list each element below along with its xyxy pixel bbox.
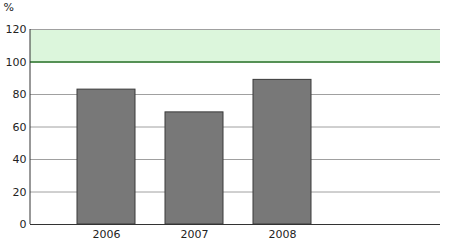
svg-text:2007: 2007 — [181, 228, 209, 241]
svg-text:0: 0 — [20, 218, 27, 231]
svg-text:80: 80 — [13, 88, 27, 101]
svg-text:2008: 2008 — [269, 228, 297, 241]
svg-text:40: 40 — [13, 153, 27, 166]
svg-text:120: 120 — [6, 23, 27, 36]
svg-text:%: % — [4, 1, 14, 14]
svg-text:2006: 2006 — [93, 228, 121, 241]
svg-text:60: 60 — [13, 121, 27, 134]
svg-text:100: 100 — [6, 56, 27, 69]
svg-text:20: 20 — [13, 186, 27, 199]
